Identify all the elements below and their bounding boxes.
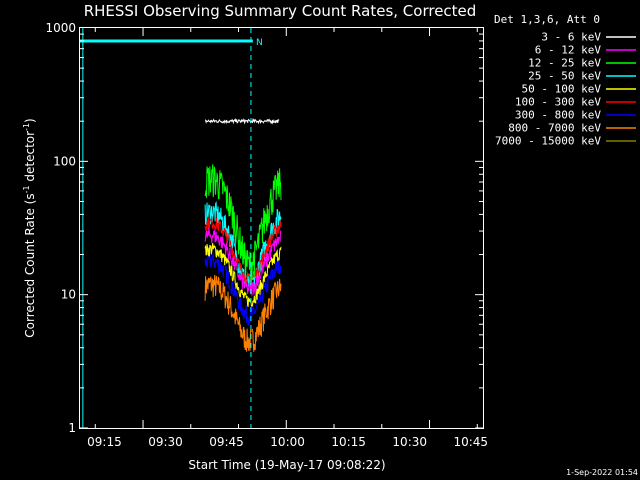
- legend-label-6: 100 - 300 keV: [515, 96, 601, 109]
- y-axis-label-part-3: ): [23, 118, 37, 123]
- legend-label-2: 6 - 12 keV: [535, 44, 602, 57]
- x-tick-label: 09:45: [209, 435, 244, 449]
- timestamp: 1-Sep-2022 01:54: [566, 468, 638, 477]
- orbit-marker-label: N: [256, 38, 263, 48]
- x-tick-label: 09:15: [87, 435, 122, 449]
- y-tick-label: 10: [61, 288, 76, 302]
- legend-label-3: 12 - 25 keV: [528, 57, 601, 70]
- plot-frame: [79, 27, 484, 429]
- y-tick-label: 1000: [45, 21, 76, 35]
- x-tick-label: 10:30: [392, 435, 427, 449]
- x-tick-label: 10:45: [453, 435, 488, 449]
- legend-label-4: 25 - 50 keV: [528, 70, 601, 83]
- x-tick-label: 10:00: [270, 435, 305, 449]
- y-axis-label-part-2: detector: [23, 131, 37, 186]
- series-line-2: [204, 228, 282, 296]
- legend-label-9: 7000 - 15000 keV: [495, 135, 601, 148]
- axis-layer: 1 10 100 1000 09:15 09:30 09:45 10:00 10:15 10:30…: [45, 21, 488, 449]
- legend-label-7: 300 - 800 keV: [515, 109, 601, 122]
- legend-label-8: 800 - 7000 keV: [508, 122, 601, 135]
- y-axis-label-sup-1: -1: [22, 185, 31, 193]
- y-tick-label: 100: [53, 154, 76, 168]
- y-tick-label: 1: [68, 421, 76, 435]
- legend-label-1: 3 - 6 keV: [541, 31, 601, 44]
- data-layer: [204, 117, 282, 352]
- series-line-8: [204, 274, 282, 352]
- x-axis-label: Start Time (19-May-17 09:08:22): [188, 458, 385, 472]
- chart-title: RHESSI Observing Summary Count Rates, Co…: [84, 2, 477, 20]
- y-axis-label-part-1: Corrected Count Rate (s: [23, 193, 37, 337]
- legend-header: Det 1,3,6, Att 0: [494, 13, 600, 26]
- annotation-layer: N: [80, 28, 263, 428]
- legend-label-5: 50 - 100 keV: [522, 83, 602, 96]
- chart-title-group: RHESSI Observing Summary Count Rates, Co…: [84, 2, 477, 20]
- series-line-3: [204, 164, 282, 284]
- x-tick-label: 10:15: [331, 435, 366, 449]
- series-line-5: [204, 243, 282, 308]
- series-line-1: [204, 117, 280, 125]
- y-axis-label: Corrected Count Rate (s-1 detector-1): [22, 118, 37, 337]
- y-axis-label-sup-2: -1: [22, 123, 31, 131]
- x-tick-label: 09:30: [148, 435, 183, 449]
- series-line-7: [204, 251, 282, 326]
